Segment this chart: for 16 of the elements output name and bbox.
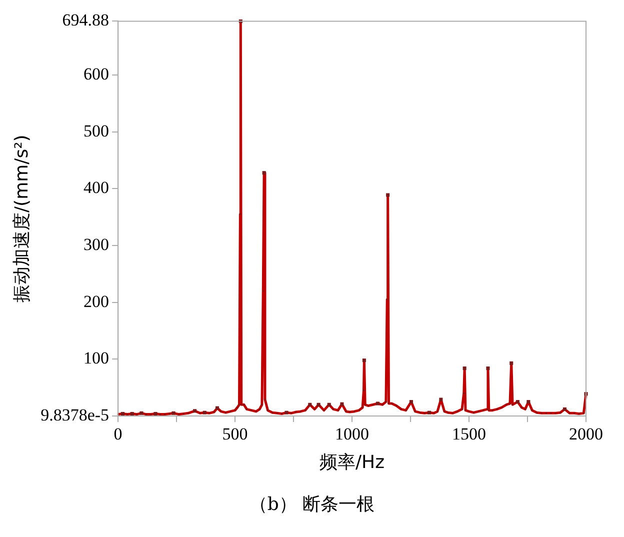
x-tick-label: 500 bbox=[222, 424, 248, 444]
y-tick-label: 694.88 bbox=[62, 10, 110, 30]
y-axis-title: 振动加速度/(mm/s²) bbox=[11, 134, 32, 303]
y-tick-label: 400 bbox=[84, 178, 110, 198]
x-axis-title: 频率/Hz bbox=[319, 452, 385, 473]
x-tick-label: 2000 bbox=[569, 424, 603, 444]
text: （b） 断条一根 bbox=[248, 493, 376, 516]
y-tick-label: 9.8378e-5 bbox=[40, 405, 110, 424]
x-tick-label: 1000 bbox=[335, 424, 370, 444]
y-tick-label: 600 bbox=[84, 64, 110, 84]
y-tick-label: 100 bbox=[84, 348, 110, 368]
y-tick-label: 500 bbox=[84, 121, 110, 140]
x-tick-label: 0 bbox=[114, 424, 122, 444]
y-tick-label: 200 bbox=[84, 292, 110, 311]
y-tick-label: 300 bbox=[84, 235, 110, 254]
x-tick-label: 1500 bbox=[452, 424, 486, 444]
